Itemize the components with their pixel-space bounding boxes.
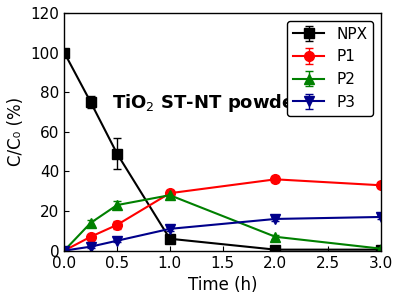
Text: TiO$_2$ ST-NT powders: TiO$_2$ ST-NT powders	[112, 92, 314, 114]
Legend: NPX, P1, P2, P3: NPX, P1, P2, P3	[287, 20, 373, 116]
Y-axis label: C/C₀ (%): C/C₀ (%)	[7, 97, 25, 166]
X-axis label: Time (h): Time (h)	[188, 276, 257, 294]
